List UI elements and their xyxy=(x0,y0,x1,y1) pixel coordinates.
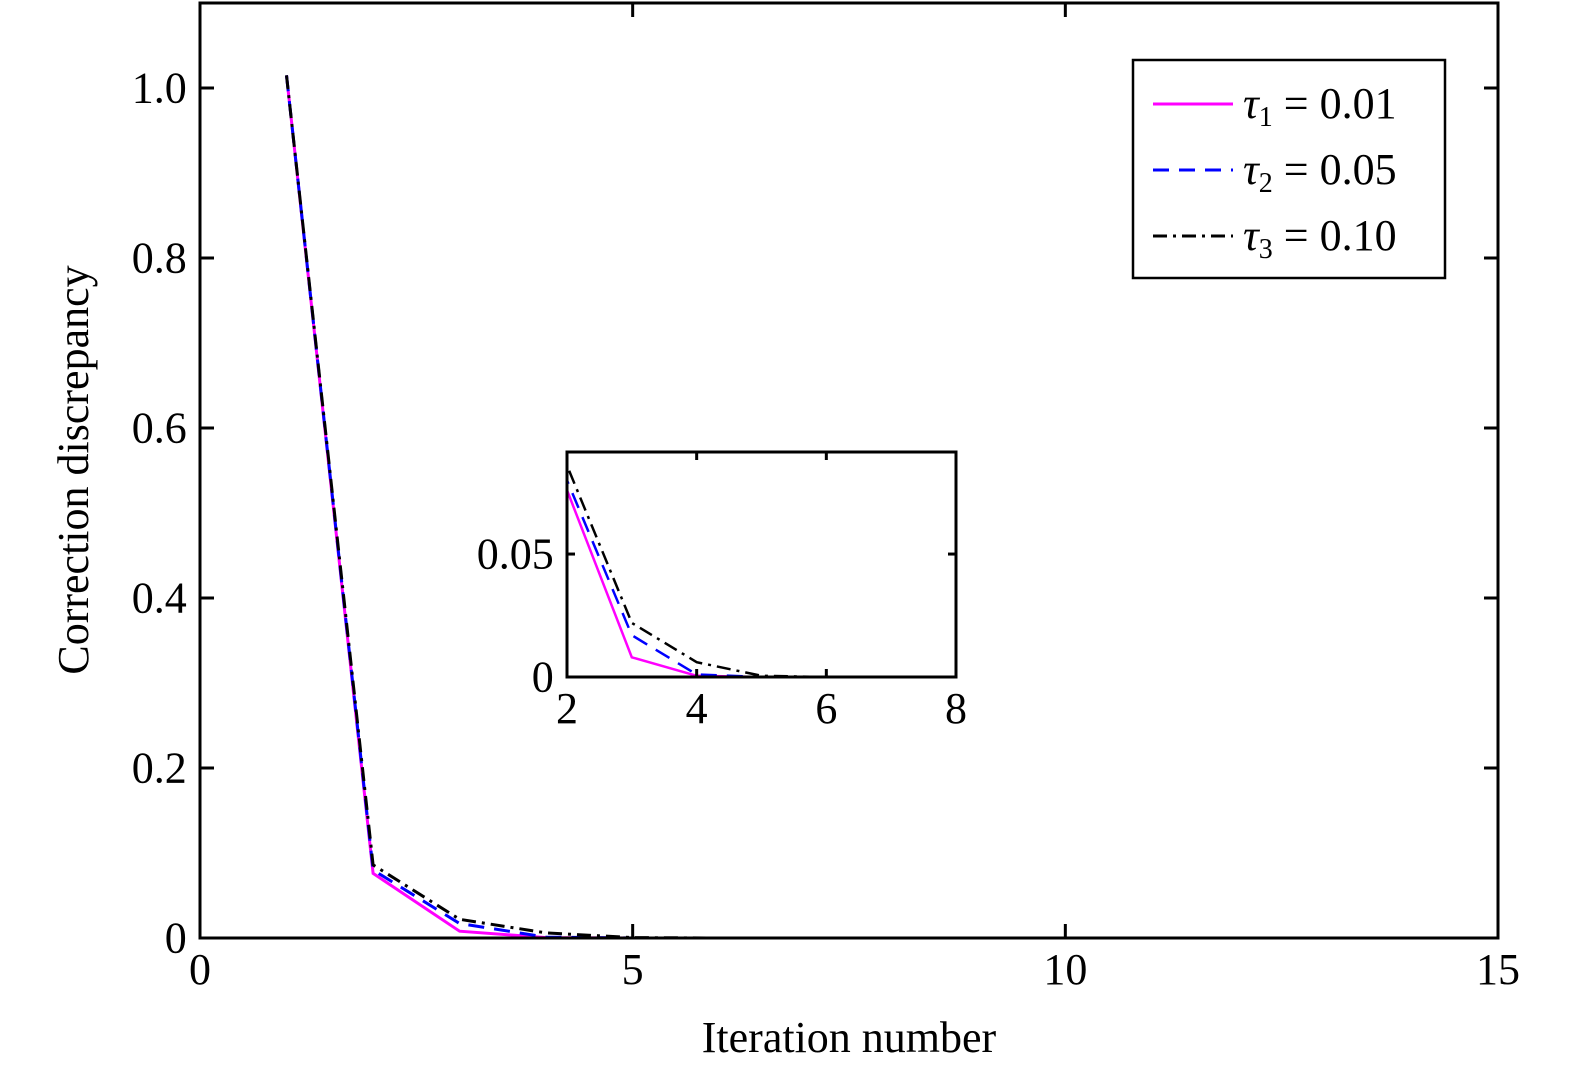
main-series-line-1 xyxy=(285,75,1498,938)
main-x-tick-label: 10 xyxy=(1043,945,1087,994)
y-axis-label: Correction discrepancy xyxy=(49,265,98,674)
main-series xyxy=(285,75,1498,938)
main-y-tick-label: 0 xyxy=(165,914,187,963)
main-y-tick-label: 0.4 xyxy=(132,574,187,623)
inset-x-tick-label: 8 xyxy=(945,684,967,733)
inset-x-tick-label: 6 xyxy=(815,684,837,733)
main-y-tick-label: 1.0 xyxy=(132,64,187,113)
main-x-tick-label: 5 xyxy=(622,945,644,994)
inset-axes: 2 4 6 8 0 0.05 xyxy=(477,450,967,733)
inset-series-line-1 xyxy=(567,451,956,677)
inset-y-tick-label: 0.05 xyxy=(477,530,554,579)
main-y-tick-label: 0.6 xyxy=(132,404,187,453)
main-axes: 0 5 10 15 0 0.2 0.4 0.6 0.8 1.0 xyxy=(132,1,1520,994)
main-axes-box xyxy=(198,1,1500,940)
legend-entry-label: τ3 = 0.10 xyxy=(1243,211,1397,265)
legend: τ1 = 0.01 τ2 = 0.05 τ3 = 0.10 xyxy=(1131,58,1447,280)
inset-axes-box xyxy=(565,450,958,679)
inset-y-tick-label: 0 xyxy=(532,653,554,702)
main-x-tick-label: 15 xyxy=(1476,945,1520,994)
x-axis-label: Iteration number xyxy=(702,1013,997,1062)
inset-background xyxy=(567,452,956,677)
inset-x-tick-label: 2 xyxy=(556,684,578,733)
legend-entry-label: τ1 = 0.01 xyxy=(1243,79,1397,133)
main-y-tick-label: 0.2 xyxy=(132,744,187,793)
legend-entry-label: τ2 = 0.05 xyxy=(1243,145,1397,199)
inset-series xyxy=(567,451,956,677)
main-y-tick-label: 0.8 xyxy=(132,234,187,283)
main-x-tick-label: 0 xyxy=(189,945,211,994)
inset-x-tick-label: 4 xyxy=(686,684,708,733)
